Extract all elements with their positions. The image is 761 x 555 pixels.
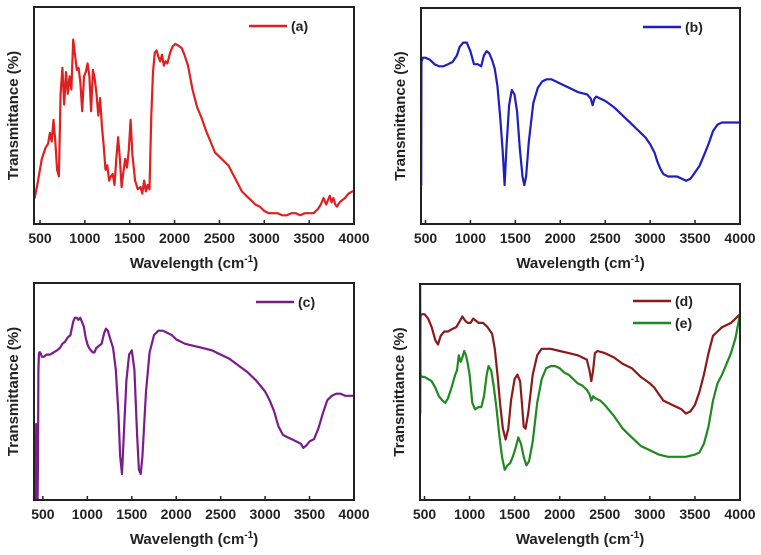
x-tick-label: 1000 — [454, 506, 485, 522]
x-tick-label: 4000 — [724, 506, 755, 522]
x-tick-label: 2500 — [590, 230, 621, 246]
x-tick-label: 1000 — [69, 230, 100, 246]
y-axis-title: Transmittance (%) — [5, 51, 22, 180]
series-line-d — [419, 313, 742, 441]
x-tick-label: 4000 — [724, 230, 755, 246]
x-tick-label: 2000 — [161, 506, 192, 522]
x-axis-title: Wavelength (cm-1) — [516, 530, 644, 548]
x-axis-title: Wavelength (cm-1) — [130, 530, 258, 548]
x-tick-label: 1500 — [114, 230, 145, 246]
legend-label-d: (d) — [675, 293, 693, 309]
x-tick-label: 2500 — [205, 506, 236, 522]
legend-label-c: (c) — [298, 294, 315, 310]
legend-label-a: (a) — [291, 18, 308, 34]
y-axis-title: Transmittance (%) — [392, 51, 409, 180]
x-tick-label: 2000 — [544, 506, 575, 522]
x-tick-label: 500 — [414, 230, 438, 246]
panel-c: 500 1000 1500 2000 2500 3000 3500 4000 Wavelengt… — [5, 282, 370, 548]
plot-frame — [419, 283, 741, 501]
legend-label-e: (e) — [675, 315, 692, 331]
x-tick-label: 1500 — [499, 506, 530, 522]
series-line-c — [32, 316, 356, 502]
x-tick-label: 3000 — [634, 506, 665, 522]
panel-d-e: 500 1000 1500 2000 2500 3000 3500 4000 Wavelengt… — [391, 283, 756, 548]
plot-frame — [420, 7, 741, 225]
series-line-e — [419, 285, 742, 471]
x-tick-label: 4000 — [338, 506, 369, 522]
x-tick-label: 500 — [413, 506, 437, 522]
legend-label-b: (b) — [685, 19, 703, 35]
series-line-a — [33, 38, 356, 217]
x-tick-label: 3000 — [249, 230, 280, 246]
x-tick-label: 500 — [31, 506, 55, 522]
x-tick-label: 3500 — [679, 506, 710, 522]
series-line-b — [420, 41, 742, 187]
x-tick-label: 4000 — [338, 230, 369, 246]
x-tick-label: 1500 — [500, 230, 531, 246]
x-tick-label: 500 — [28, 230, 52, 246]
panel-b: 500 1000 1500 2000 2500 3000 3500 4000 Wavelengt… — [392, 7, 756, 272]
x-tick-label: 3000 — [250, 506, 281, 522]
plot-frame — [33, 6, 355, 225]
y-axis-title: Transmittance (%) — [391, 327, 408, 456]
x-tick-label: 3500 — [679, 230, 710, 246]
panel-a: 500 1000 1500 2000 2500 3000 3500 4000 Wavelengt… — [5, 6, 370, 272]
x-tick-label: 3000 — [635, 230, 666, 246]
x-tick-label: 2500 — [204, 230, 235, 246]
x-tick-label: 2500 — [589, 506, 620, 522]
x-tick-label: 2000 — [159, 230, 190, 246]
x-tick-label: 1000 — [72, 506, 103, 522]
x-tick-label: 1000 — [455, 230, 486, 246]
x-tick-label: 2000 — [545, 230, 576, 246]
x-axis-title: Wavelength (cm-1) — [130, 254, 258, 272]
plot-frame — [33, 282, 355, 501]
x-axis-title: Wavelength (cm-1) — [516, 254, 644, 272]
x-tick-label: 3500 — [294, 506, 325, 522]
y-axis-title: Transmittance (%) — [5, 327, 22, 456]
x-tick-label: 1500 — [116, 506, 147, 522]
x-tick-label: 3500 — [294, 230, 325, 246]
